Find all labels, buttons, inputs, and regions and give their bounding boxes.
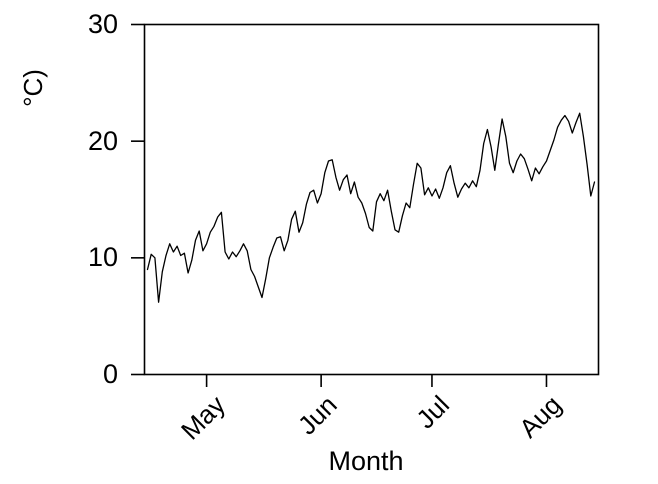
y-axis-label: °C) [18,69,48,107]
plot-frame [143,23,600,376]
axis-ticks [131,23,548,387]
y-tick-label-0: 0 [102,359,118,389]
temperature-line [146,112,596,303]
x-axis-label: Month [328,446,404,476]
y-tick-label-20: 20 [87,126,118,156]
y-tick-label-30: 30 [87,9,118,39]
y-tick-label-10: 10 [87,242,118,272]
